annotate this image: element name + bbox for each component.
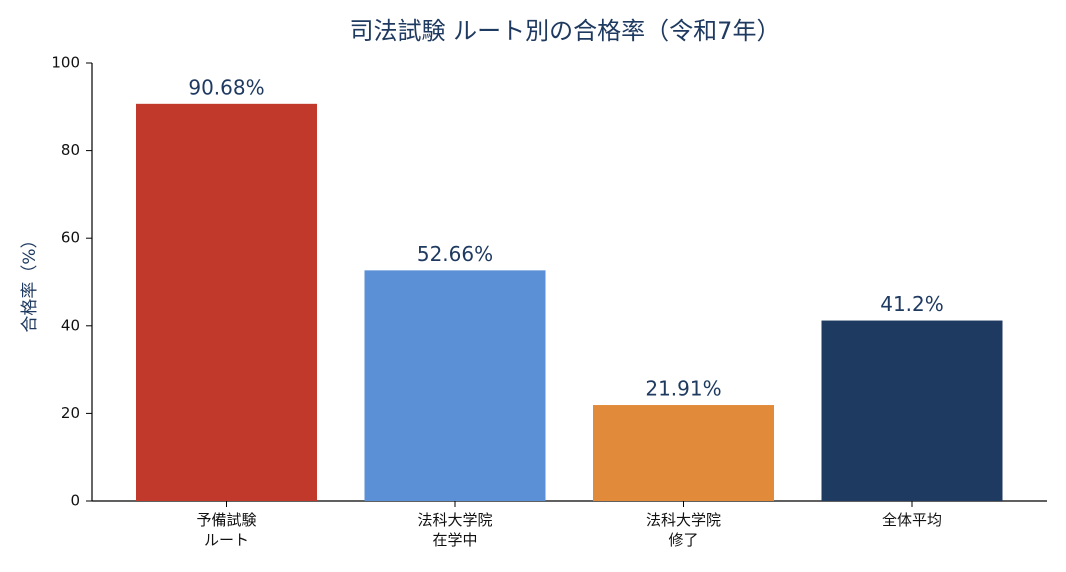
value-label: 90.68%: [188, 75, 264, 99]
chart-title: 司法試験 ルート別の合格率（令和7年）: [350, 17, 781, 45]
y-tick-label: 20: [61, 404, 80, 422]
y-tick-label: 0: [70, 492, 80, 510]
x-tick-label: 全体平均: [881, 511, 942, 529]
value-label: 52.66%: [417, 242, 493, 266]
value-label: 21.91%: [645, 377, 721, 401]
bar: [136, 103, 317, 502]
x-tick-label: 法科大学院 在学中: [417, 511, 493, 549]
x-tick-label: 法科大学院 修了: [645, 511, 721, 549]
x-tick-label: 予備試験 ルート: [196, 511, 257, 549]
y-tick-label: 80: [61, 141, 80, 159]
bar: [821, 320, 1003, 501]
bar: [593, 405, 774, 501]
value-label: 41.2%: [880, 292, 944, 316]
y-tick-label: 60: [61, 229, 80, 247]
bar: [364, 270, 546, 501]
y-tick-label: 100: [51, 54, 80, 72]
y-axis-label: 合格率（%）: [20, 231, 40, 332]
y-tick-label: 40: [61, 316, 80, 334]
